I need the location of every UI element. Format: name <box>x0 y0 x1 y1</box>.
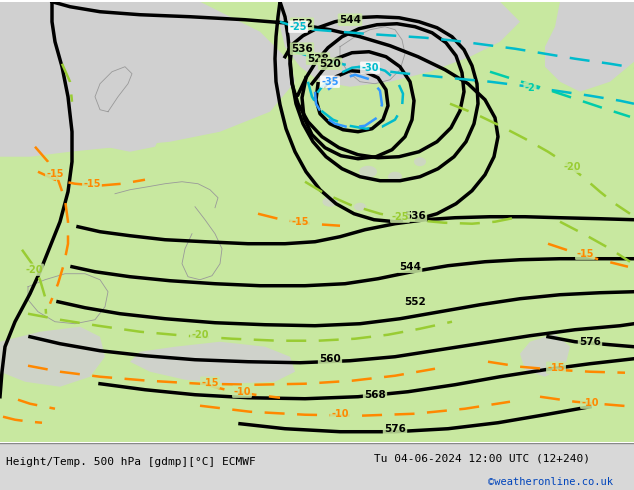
Text: 568: 568 <box>364 390 386 400</box>
Text: -15: -15 <box>46 169 64 179</box>
Text: 576: 576 <box>579 337 601 347</box>
Text: 544: 544 <box>339 15 361 24</box>
Text: 560: 560 <box>319 354 341 364</box>
Text: -10: -10 <box>331 409 349 419</box>
Text: -15: -15 <box>291 217 309 227</box>
Text: -15: -15 <box>201 378 219 388</box>
Polygon shape <box>130 342 295 384</box>
Text: -15: -15 <box>547 363 565 373</box>
Ellipse shape <box>323 196 337 207</box>
Text: 520: 520 <box>319 59 341 69</box>
Polygon shape <box>280 2 520 87</box>
Text: -20: -20 <box>563 162 581 172</box>
Text: Tu 04-06-2024 12:00 UTC (12+240): Tu 04-06-2024 12:00 UTC (12+240) <box>374 453 590 464</box>
Text: -2: -2 <box>524 83 535 93</box>
Polygon shape <box>350 2 460 72</box>
Ellipse shape <box>388 172 402 182</box>
Polygon shape <box>90 102 165 152</box>
Text: 528: 528 <box>307 54 329 64</box>
Ellipse shape <box>354 203 366 211</box>
Text: 536: 536 <box>404 211 426 220</box>
Ellipse shape <box>359 166 377 178</box>
Text: 536: 536 <box>291 44 313 54</box>
Text: -10: -10 <box>233 387 251 397</box>
Text: -20: -20 <box>25 265 42 275</box>
Text: 544: 544 <box>399 262 421 272</box>
Polygon shape <box>520 334 570 377</box>
Ellipse shape <box>414 157 426 166</box>
Text: -30: -30 <box>361 63 378 73</box>
Polygon shape <box>545 2 634 92</box>
Text: 552: 552 <box>291 19 313 29</box>
Text: 576: 576 <box>384 424 406 434</box>
Text: -25: -25 <box>391 212 409 221</box>
Text: -25: -25 <box>289 22 307 32</box>
Text: -15: -15 <box>83 179 101 189</box>
Text: Height/Temp. 500 hPa [gdmp][°C] ECMWF: Height/Temp. 500 hPa [gdmp][°C] ECMWF <box>6 457 256 467</box>
Text: -20: -20 <box>191 330 209 340</box>
Text: -15: -15 <box>576 249 594 259</box>
Text: 552: 552 <box>404 297 426 307</box>
Text: -10: -10 <box>581 398 598 408</box>
Text: ©weatheronline.co.uk: ©weatheronline.co.uk <box>488 477 613 487</box>
Polygon shape <box>0 327 105 387</box>
Polygon shape <box>0 2 295 157</box>
Text: -35: -35 <box>321 77 339 87</box>
